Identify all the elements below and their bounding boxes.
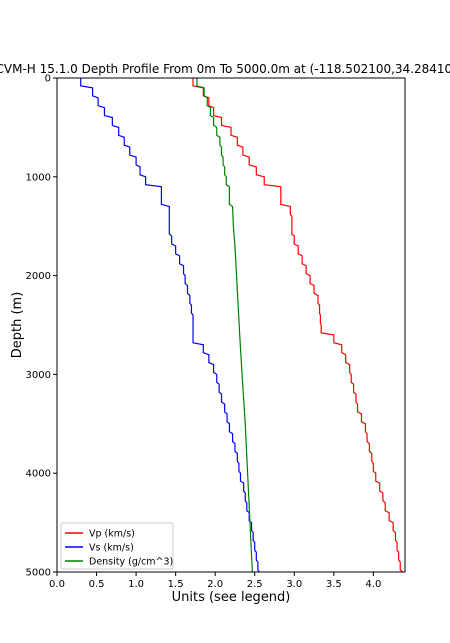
x-tick-label: 0.0 [49,579,65,590]
series-line-1 [80,78,260,573]
x-axis-ticks: 0.0 0.5 1.0 1.5 2.0 2.5 3.0 3.5 4.0 [49,572,381,590]
x-tick-label: 3.5 [326,579,342,590]
x-tick-label: 2.0 [207,579,223,590]
plot-frame [56,77,406,573]
x-tick-label: 4.0 [365,579,381,590]
x-tick-label: 0.5 [89,579,105,590]
y-tick-label: 5000 [26,568,51,579]
chart-title: CVM-H 15.1.0 Depth Profile From 0m To 50… [0,62,450,76]
y-tick-label: 1000 [26,172,51,183]
x-tick-label: 3.0 [286,579,302,590]
series-line-2 [196,78,253,573]
y-axis-title: Depth (m) [10,292,25,359]
y-tick-label: 2000 [26,271,51,282]
series-line-0 [192,78,404,573]
plot-lines [80,78,404,573]
y-tick-label: 0 [45,74,51,85]
x-tick-label: 1.0 [128,579,144,590]
legend: Vp (km/s) Vs (km/s) Density (g/cm^3) [60,522,174,570]
x-axis-title: Units (see legend) [172,590,291,605]
y-axis-ticks: 0 1000 2000 3000 4000 5000 [26,74,57,579]
y-tick-label: 4000 [26,469,51,480]
legend-label-1: Vs (km/s) [89,543,134,554]
legend-label-0: Vp (km/s) [89,529,135,540]
legend-label-2: Density (g/cm^3) [89,557,173,568]
x-tick-label: 1.5 [168,579,184,590]
legend-box [60,522,174,570]
x-tick-label: 2.5 [247,579,263,590]
y-tick-label: 3000 [26,370,51,381]
